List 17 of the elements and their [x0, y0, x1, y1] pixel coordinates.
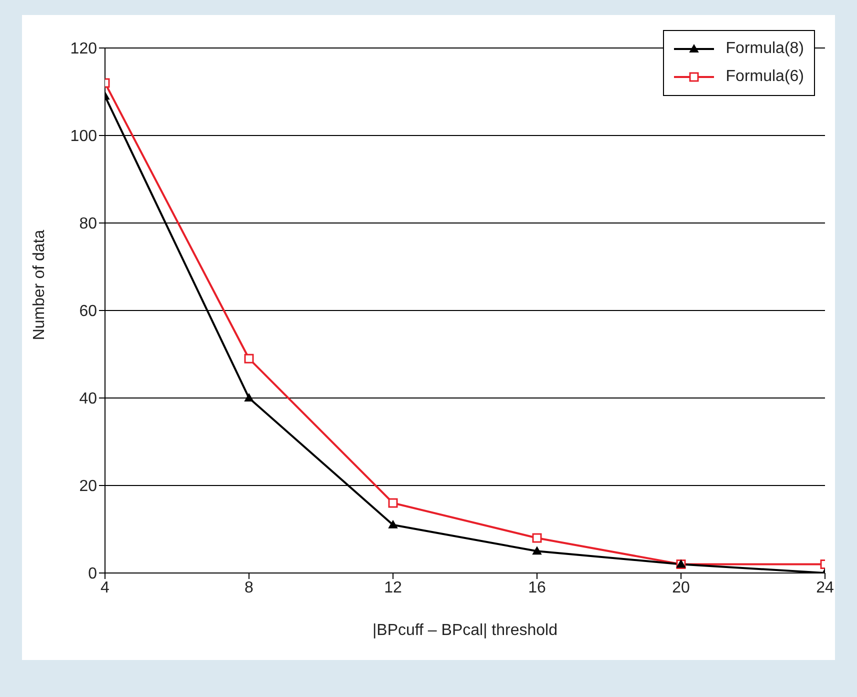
legend-label: Formula(8) — [726, 39, 804, 59]
y-tick-label: 120 — [70, 40, 98, 58]
y-tick-label: 0 — [88, 566, 98, 583]
x-tick-label: 24 — [816, 579, 834, 596]
y-tick-label: 80 — [79, 216, 98, 233]
x-tick-label: 20 — [672, 579, 690, 596]
x-tick-label: 8 — [244, 579, 254, 596]
y-axis-title: Number of data — [31, 230, 49, 340]
x-tick-label: 16 — [528, 579, 546, 596]
y-tick-label: 20 — [79, 478, 98, 496]
x-axis-title: |BPcuff – BPcal| threshold — [372, 622, 558, 639]
y-tick-label: 100 — [70, 128, 98, 146]
x-tick-label: 4 — [100, 579, 110, 596]
legend-label: Formula(6) — [726, 67, 804, 87]
x-tick-label: 12 — [384, 579, 402, 596]
y-tick-label: 60 — [79, 303, 98, 320]
y-tick-label: 40 — [79, 390, 98, 408]
